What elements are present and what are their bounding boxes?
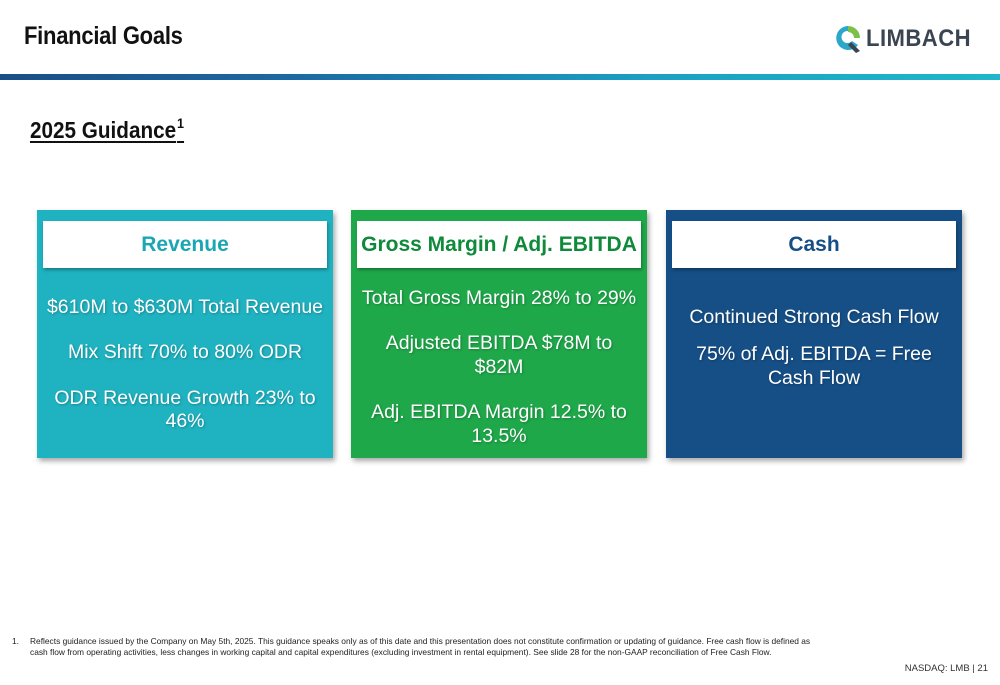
- footnote-reference: 1: [177, 115, 185, 131]
- margin-line-ebitda-margin: Adj. EBITDA Margin 12.5% to 13.5%: [371, 401, 627, 447]
- section-heading-text: 2025 Guidance: [30, 117, 177, 143]
- cash-card: Cash Continued Strong Cash Flow 75% of A…: [666, 210, 962, 458]
- gross-margin-card: Gross Margin / Adj. EBITDA Total Gross M…: [351, 210, 647, 458]
- revenue-line-mix: Mix Shift 70% to 80% ODR: [67, 341, 303, 364]
- cash-card-body: Continued Strong Cash Flow 75% of Adj. E…: [666, 306, 962, 404]
- footnote: 1. Reflects guidance issued by the Compa…: [12, 636, 812, 659]
- header-divider: [0, 74, 1000, 80]
- limbach-logo-icon: [834, 24, 862, 54]
- footnote-text: Reflects guidance issued by the Company …: [30, 636, 811, 658]
- revenue-card-body: $610M to $630M Total Revenue Mix Shift 7…: [37, 296, 333, 456]
- gross-margin-card-title: Gross Margin / Adj. EBITDA: [357, 221, 641, 268]
- gross-margin-card-body: Total Gross Margin 28% to 29% Adjusted E…: [351, 287, 647, 470]
- page-footer: NASDAQ: LMB | 21: [904, 663, 988, 674]
- section-heading: 2025 Guidance1: [30, 115, 184, 144]
- revenue-card: Revenue $610M to $630M Total Revenue Mix…: [37, 210, 333, 458]
- company-logo: LIMBACH: [834, 22, 980, 56]
- cash-line-flow: Continued Strong Cash Flow: [689, 306, 939, 328]
- margin-line-gross: Total Gross Margin 28% to 29%: [361, 287, 637, 309]
- cash-line-fcf: 75% of Adj. EBITDA = Free Cash Flow: [696, 343, 932, 389]
- revenue-line-total: $610M to $630M Total Revenue: [46, 296, 324, 318]
- page-title: Financial Goals: [24, 22, 183, 50]
- margin-line-ebitda: Adjusted EBITDA $78M to $82M: [385, 332, 613, 378]
- logo-text: LIMBACH: [866, 25, 972, 52]
- revenue-card-title: Revenue: [43, 221, 327, 268]
- footnote-number: 1.: [12, 636, 19, 646]
- cash-card-title: Cash: [672, 221, 956, 268]
- revenue-line-odr-growth: ODR Revenue Growth 23% to 46%: [54, 386, 316, 433]
